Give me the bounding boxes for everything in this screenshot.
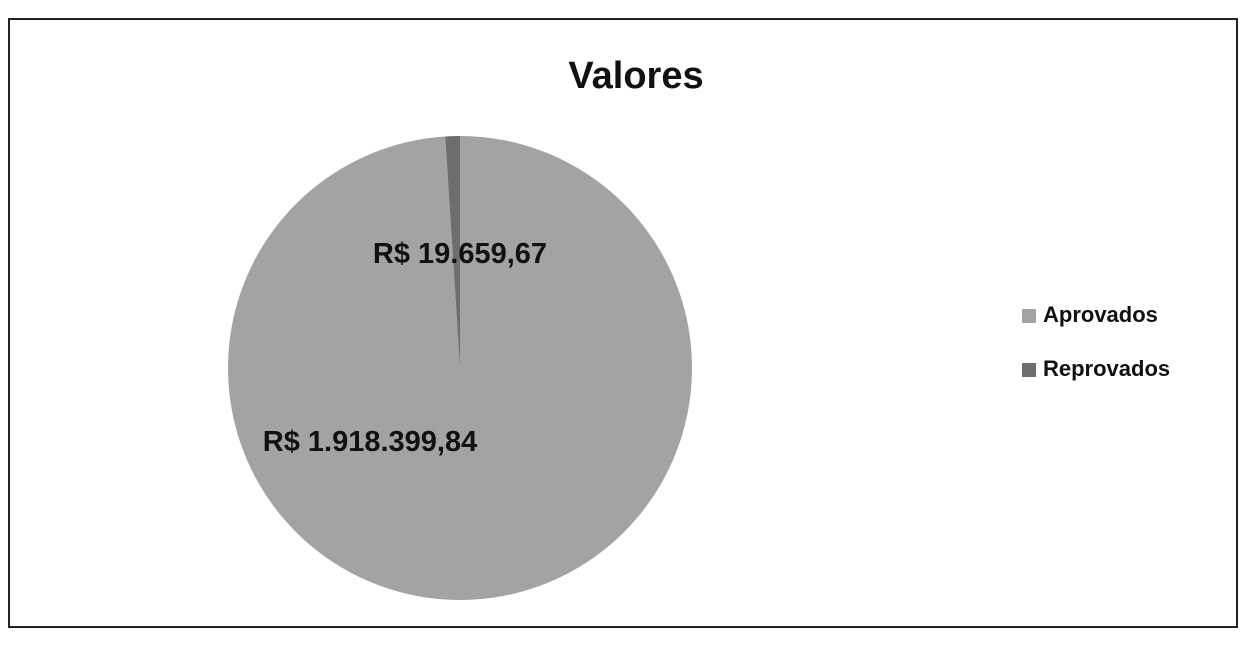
- chart-title: Valores: [568, 55, 703, 97]
- legend-swatch: [1022, 309, 1036, 323]
- data-label: R$ 1.918.399,84: [262, 426, 478, 458]
- pie-slice: [445, 136, 460, 368]
- legend-swatch: [1022, 363, 1036, 377]
- data-label: R$ 19.659,67: [372, 238, 548, 270]
- legend-label: Reprovados: [1043, 356, 1170, 381]
- pie-slice: [227, 136, 692, 600]
- legend-label: Aprovados: [1043, 302, 1158, 327]
